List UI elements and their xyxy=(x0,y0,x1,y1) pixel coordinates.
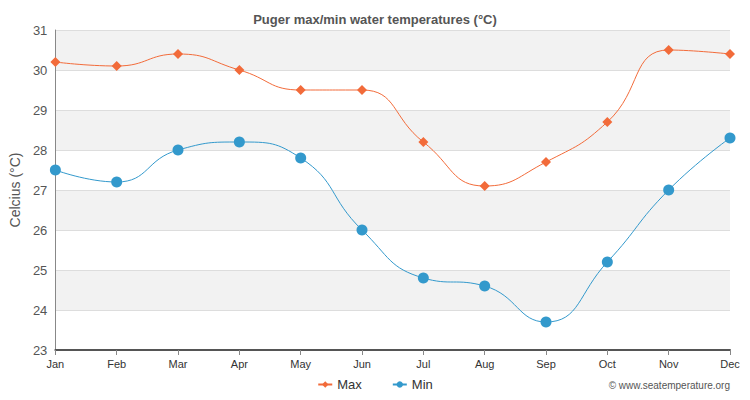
svg-text:© www.seatemperature.org: © www.seatemperature.org xyxy=(609,380,730,391)
svg-text:Jun: Jun xyxy=(353,358,371,370)
svg-text:27: 27 xyxy=(33,183,47,198)
svg-text:Apr: Apr xyxy=(231,358,248,370)
svg-text:Oct: Oct xyxy=(599,358,616,370)
svg-text:26: 26 xyxy=(33,223,47,238)
svg-text:Max: Max xyxy=(337,377,362,392)
svg-text:Jan: Jan xyxy=(46,358,64,370)
svg-text:Nov: Nov xyxy=(659,358,679,370)
svg-text:30: 30 xyxy=(33,63,47,78)
svg-text:Mar: Mar xyxy=(169,358,188,370)
svg-text:28: 28 xyxy=(33,143,47,158)
svg-text:Celcius (°C): Celcius (°C) xyxy=(7,153,23,228)
svg-text:Jul: Jul xyxy=(416,358,430,370)
svg-text:May: May xyxy=(290,358,311,370)
svg-text:Feb: Feb xyxy=(107,358,126,370)
svg-text:Aug: Aug xyxy=(475,358,495,370)
svg-text:25: 25 xyxy=(33,263,47,278)
svg-text:24: 24 xyxy=(33,303,47,318)
svg-text:31: 31 xyxy=(33,23,47,38)
svg-text:23: 23 xyxy=(33,343,47,358)
svg-text:Puger max/min water temperatur: Puger max/min water temperatures (°C) xyxy=(253,12,497,27)
svg-text:Sep: Sep xyxy=(536,358,556,370)
svg-text:29: 29 xyxy=(33,103,47,118)
svg-text:Min: Min xyxy=(412,377,433,392)
svg-text:Dec: Dec xyxy=(720,358,740,370)
